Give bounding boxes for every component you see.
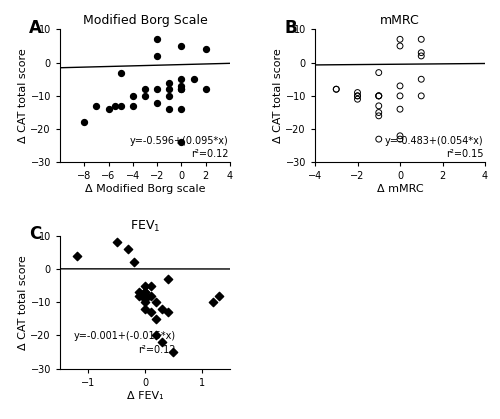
Point bbox=[375, 103, 383, 109]
Point bbox=[158, 339, 166, 345]
Title: Modified Borg Scale: Modified Borg Scale bbox=[82, 14, 208, 27]
Point bbox=[141, 282, 149, 289]
Point bbox=[141, 292, 149, 299]
Point bbox=[354, 96, 362, 103]
Y-axis label: Δ CAT total score: Δ CAT total score bbox=[272, 49, 282, 143]
Point bbox=[141, 299, 149, 305]
Point bbox=[136, 289, 143, 295]
Point bbox=[141, 289, 149, 295]
Point bbox=[375, 93, 383, 99]
Point bbox=[141, 305, 149, 312]
Point bbox=[158, 305, 166, 312]
Y-axis label: Δ CAT total score: Δ CAT total score bbox=[18, 255, 28, 349]
Point bbox=[141, 93, 149, 99]
Point bbox=[396, 36, 404, 43]
Point bbox=[110, 103, 118, 109]
Point bbox=[146, 292, 154, 299]
Text: y=-0.596+(0.095*x)
r²=0.12: y=-0.596+(0.095*x) r²=0.12 bbox=[130, 136, 228, 159]
Point bbox=[164, 309, 172, 316]
Point bbox=[396, 132, 404, 139]
Point bbox=[92, 103, 100, 109]
Point bbox=[354, 93, 362, 99]
Point bbox=[190, 76, 198, 83]
Point bbox=[202, 46, 209, 53]
Point bbox=[332, 86, 340, 93]
Point bbox=[417, 49, 425, 56]
Point bbox=[178, 106, 186, 113]
Point bbox=[152, 299, 160, 305]
Point bbox=[164, 276, 172, 282]
Point bbox=[375, 112, 383, 119]
Point bbox=[166, 86, 173, 93]
Point bbox=[73, 252, 81, 259]
Text: B: B bbox=[284, 19, 297, 37]
Point bbox=[178, 43, 186, 49]
Point bbox=[153, 99, 161, 106]
X-axis label: Δ Modified Borg scale: Δ Modified Borg scale bbox=[85, 184, 206, 194]
Point bbox=[166, 79, 173, 86]
Point bbox=[396, 106, 404, 113]
Point bbox=[417, 76, 425, 83]
Point bbox=[214, 292, 222, 299]
Title: FEV$_1$: FEV$_1$ bbox=[130, 219, 160, 234]
Point bbox=[166, 106, 173, 113]
Point bbox=[332, 86, 340, 93]
X-axis label: Δ mMRC: Δ mMRC bbox=[376, 184, 424, 194]
Point bbox=[375, 93, 383, 99]
Point bbox=[104, 106, 112, 113]
Point bbox=[166, 93, 173, 99]
Point bbox=[178, 86, 186, 93]
Text: A: A bbox=[30, 19, 43, 37]
Point bbox=[375, 136, 383, 142]
Point bbox=[417, 53, 425, 59]
Point bbox=[136, 292, 143, 299]
Point bbox=[153, 86, 161, 93]
Point bbox=[178, 76, 186, 83]
Point bbox=[396, 93, 404, 99]
Point bbox=[80, 119, 88, 126]
Text: C: C bbox=[30, 225, 42, 243]
Text: y=-0.001+(-0.015*x)
r²=0.12: y=-0.001+(-0.015*x) r²=0.12 bbox=[74, 331, 176, 354]
Point bbox=[141, 292, 149, 299]
Point bbox=[112, 239, 120, 246]
Text: y=-0.483+(0.054*x)
r²=0.15: y=-0.483+(0.054*x) r²=0.15 bbox=[384, 136, 484, 159]
Point bbox=[141, 295, 149, 302]
Point bbox=[417, 93, 425, 99]
Point bbox=[141, 289, 149, 295]
Point bbox=[396, 43, 404, 49]
Point bbox=[146, 309, 154, 316]
Point bbox=[130, 259, 138, 266]
Point bbox=[396, 136, 404, 142]
Point bbox=[152, 316, 160, 322]
X-axis label: Δ FEV₁: Δ FEV₁ bbox=[126, 391, 164, 401]
Point bbox=[129, 93, 137, 99]
Point bbox=[375, 93, 383, 99]
Point bbox=[375, 69, 383, 76]
Point bbox=[417, 36, 425, 43]
Point bbox=[354, 89, 362, 96]
Point bbox=[146, 282, 154, 289]
Point bbox=[209, 299, 217, 305]
Point bbox=[153, 53, 161, 59]
Point bbox=[153, 36, 161, 43]
Y-axis label: Δ CAT total score: Δ CAT total score bbox=[18, 49, 28, 143]
Point bbox=[170, 349, 177, 355]
Point bbox=[396, 83, 404, 89]
Point bbox=[152, 332, 160, 339]
Point bbox=[354, 93, 362, 99]
Point bbox=[178, 83, 186, 89]
Point bbox=[178, 86, 186, 93]
Point bbox=[129, 103, 137, 109]
Point bbox=[178, 139, 186, 146]
Point bbox=[375, 109, 383, 116]
Point bbox=[202, 86, 209, 93]
Point bbox=[141, 86, 149, 93]
Title: mMRC: mMRC bbox=[380, 14, 420, 27]
Point bbox=[116, 69, 124, 76]
Point bbox=[124, 246, 132, 252]
Point bbox=[116, 103, 124, 109]
